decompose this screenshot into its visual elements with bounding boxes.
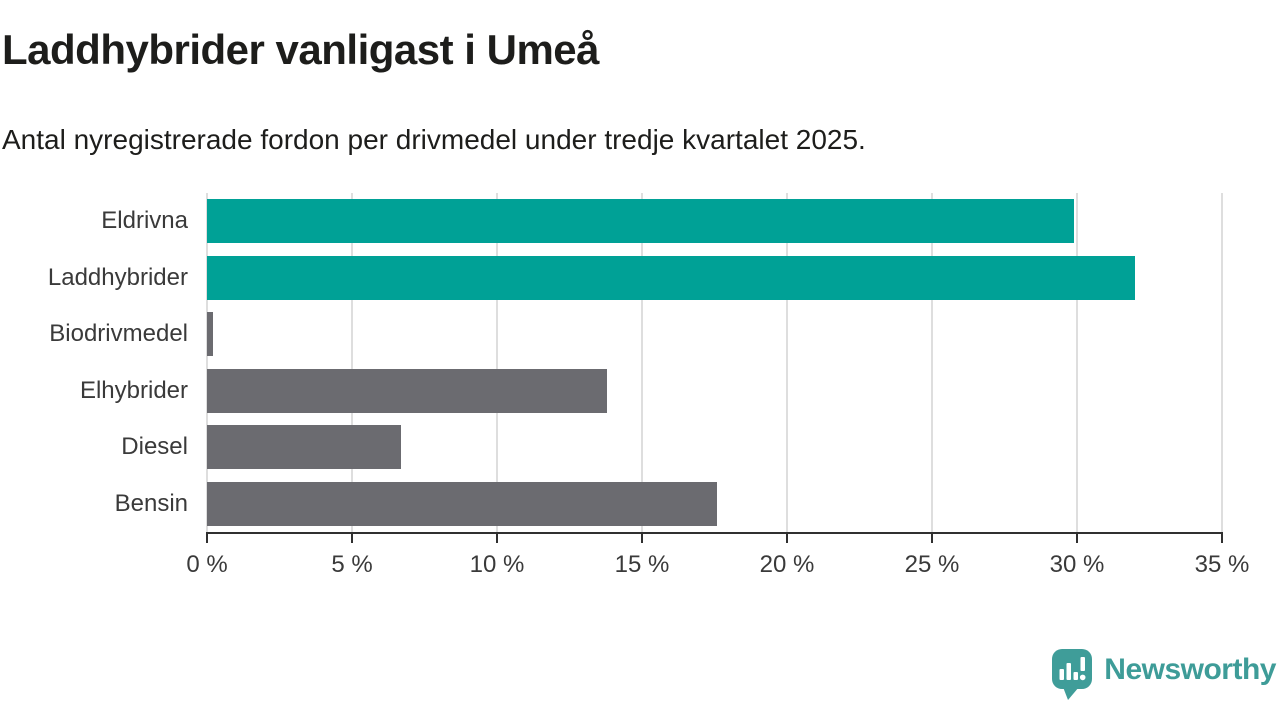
gridline [1076, 193, 1078, 532]
gridline [641, 193, 643, 532]
x-axis-tick-label: 25 % [904, 551, 960, 578]
bar [207, 425, 402, 470]
x-axis-tick-label: 5 % [331, 551, 373, 578]
x-axis-tick-label: 10 % [469, 551, 525, 578]
gridline [931, 193, 933, 532]
bar-row [207, 476, 1222, 533]
category-label: Bensin [114, 489, 188, 517]
gridline [786, 193, 788, 532]
bar-row [207, 306, 1222, 363]
bar [207, 199, 1075, 244]
x-axis-tick [641, 534, 643, 543]
x-axis-tick [786, 534, 788, 543]
bar-row [207, 363, 1222, 420]
x-axis-tick [1076, 534, 1078, 543]
y-axis-category-labels: Eldrivna Laddhybrider Biodrivmedel Elhybrid… [0, 193, 188, 532]
x-axis-tick [931, 534, 933, 543]
bar [207, 368, 608, 413]
x-axis-tick [1221, 534, 1223, 543]
category-label: Laddhybrider [47, 263, 188, 291]
x-axis-tick [496, 534, 498, 543]
x-axis-tick [206, 534, 208, 543]
x-axis-tick [351, 534, 353, 543]
category-label: Diesel [121, 433, 188, 461]
x-axis-tick-label: 20 % [759, 551, 815, 578]
bar-chart-speech-bubble-icon [1051, 648, 1094, 706]
plot-area [206, 193, 1223, 532]
chart-subtitle: Antal nyregistrerade fordon per drivmede… [2, 124, 866, 155]
gridline [206, 193, 208, 532]
bar-row [207, 193, 1222, 250]
bar [207, 481, 718, 526]
category-label: Biodrivmedel [49, 320, 188, 348]
category-label: Elhybrider [79, 376, 188, 404]
gridline [1221, 193, 1223, 532]
x-axis-tick-label: 15 % [614, 551, 670, 578]
x-axis-tick-label: 30 % [1049, 551, 1105, 578]
x-axis-tick-label: 0 % [186, 551, 228, 578]
x-axis-line [206, 532, 1223, 534]
gridline [351, 193, 353, 532]
chart-title: Laddhybrider vanligast i Umeå [2, 26, 600, 73]
bar [207, 255, 1135, 300]
bars-layer [207, 193, 1222, 532]
bar-row [207, 419, 1222, 476]
bar-row [207, 250, 1222, 307]
gridline [496, 193, 498, 532]
brand-name: Newsworthy [1104, 653, 1276, 686]
newsworthy-logo[interactable]: Newsworthy [1051, 648, 1276, 706]
x-axis-tick-label: 35 % [1194, 551, 1250, 578]
bar [207, 312, 213, 357]
category-label: Eldrivna [101, 207, 188, 235]
